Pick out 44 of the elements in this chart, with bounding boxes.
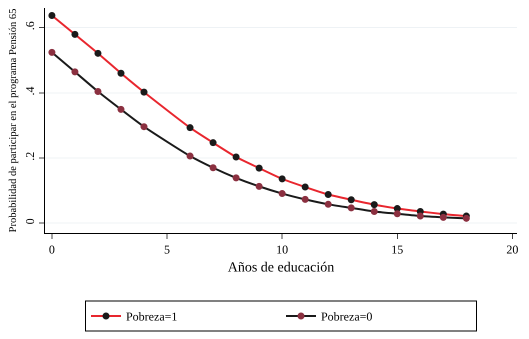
- point: [117, 70, 124, 77]
- point: [370, 201, 378, 208]
- point: [210, 164, 217, 172]
- point: [117, 106, 124, 113]
- point: [416, 212, 424, 220]
- point: [210, 139, 217, 146]
- point: [256, 182, 263, 190]
- x-axis-title: Años de educación: [228, 260, 334, 276]
- point: [348, 196, 355, 204]
- point: [94, 88, 102, 95]
- point: [71, 68, 78, 76]
- x-tick-label: 15: [391, 242, 404, 256]
- point: [94, 50, 102, 57]
- point: [302, 184, 309, 191]
- x-tick-label: 10: [276, 242, 288, 256]
- point: [140, 88, 148, 96]
- point: [348, 204, 355, 212]
- y-tick-label: 0: [23, 218, 38, 224]
- point: [232, 154, 240, 161]
- point: [278, 190, 286, 198]
- point: [324, 200, 332, 208]
- point: [324, 191, 332, 198]
- y-tick-label: .6: [23, 21, 38, 30]
- x-tick-label: 20: [506, 242, 518, 256]
- point: [71, 30, 78, 38]
- legend-label: Pobreza=1: [126, 310, 178, 324]
- point: [302, 196, 309, 203]
- y-tick-label: .4: [23, 86, 38, 96]
- point: [140, 123, 148, 130]
- point: [256, 164, 263, 172]
- point: [232, 174, 240, 182]
- point: [394, 210, 401, 218]
- y-axis-title: Probabilidad de participar en el programa Pensión 65: [8, 8, 20, 232]
- point: [278, 175, 286, 182]
- point: [440, 214, 447, 221]
- point: [370, 208, 378, 215]
- legend-label: Pobreza=0: [321, 310, 372, 324]
- point: [48, 48, 56, 56]
- point: [48, 12, 56, 19]
- x-tick-label: 0: [48, 242, 55, 256]
- point: [186, 124, 194, 132]
- point: [186, 152, 194, 160]
- y-tick-label: .2: [23, 152, 38, 161]
- x-tick-label: 5: [164, 242, 170, 256]
